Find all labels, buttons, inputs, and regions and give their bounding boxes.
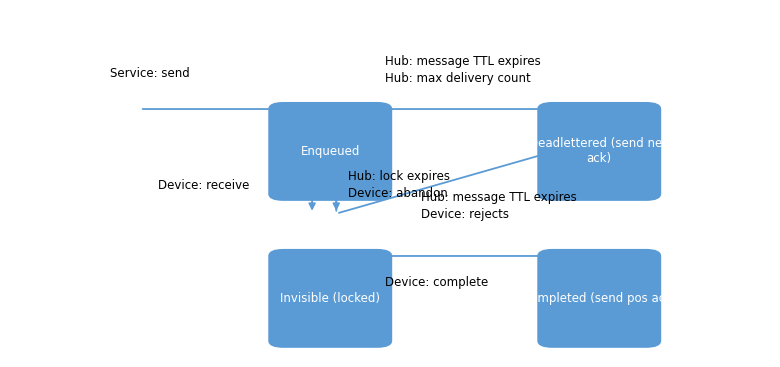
Text: Hub: message TTL expires
Device: rejects: Hub: message TTL expires Device: rejects <box>421 191 576 221</box>
Text: Deadlettered (send neg
ack): Deadlettered (send neg ack) <box>529 137 669 166</box>
Text: Service: send: Service: send <box>109 67 190 80</box>
Text: Device: receive: Device: receive <box>158 179 250 192</box>
Text: Enqueued: Enqueued <box>300 145 360 158</box>
Text: Hub: lock expires
Device: abandon: Hub: lock expires Device: abandon <box>349 170 450 200</box>
FancyBboxPatch shape <box>268 102 392 201</box>
FancyBboxPatch shape <box>537 102 661 201</box>
FancyBboxPatch shape <box>268 249 392 348</box>
FancyBboxPatch shape <box>537 249 661 348</box>
Text: Device: complete: Device: complete <box>385 276 488 289</box>
Text: Completed (send pos ack): Completed (send pos ack) <box>522 292 676 305</box>
Text: Invisible (locked): Invisible (locked) <box>280 292 380 305</box>
Text: Hub: message TTL expires
Hub: max delivery count: Hub: message TTL expires Hub: max delive… <box>385 55 541 86</box>
